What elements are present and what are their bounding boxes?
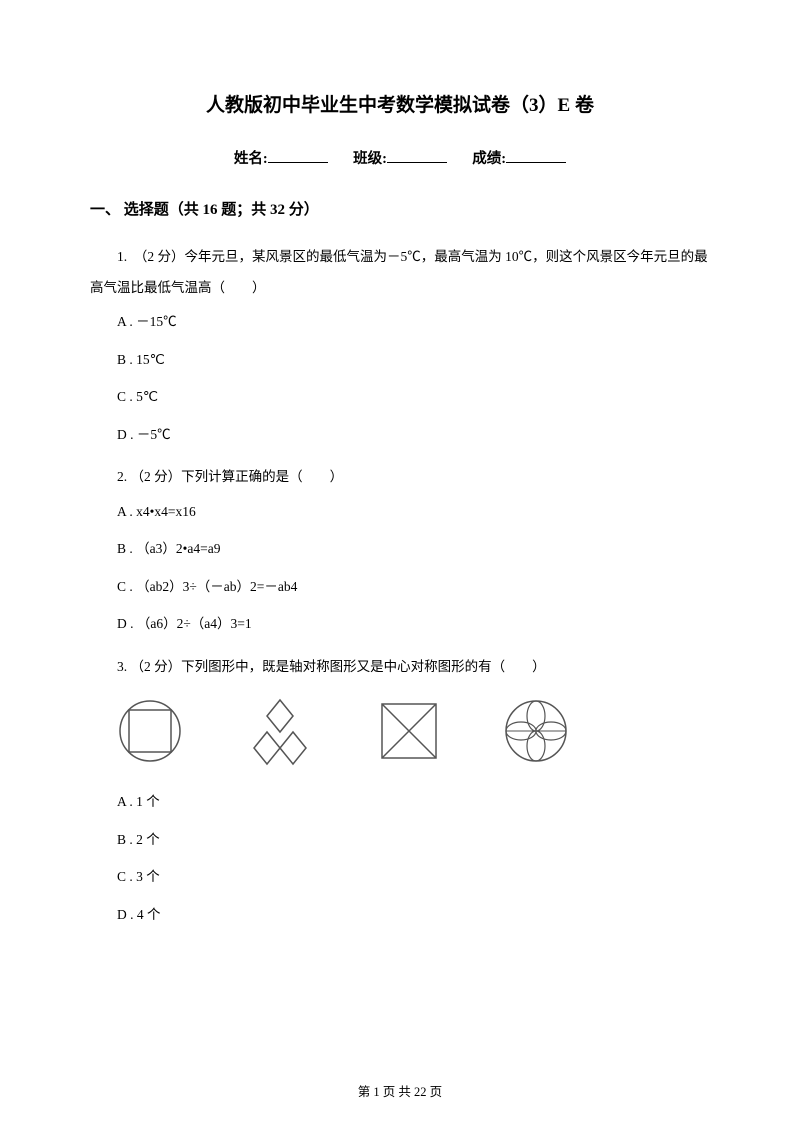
figure-circle-petals xyxy=(502,697,570,770)
q3-option-d: D . 4 个 xyxy=(90,904,710,926)
q2-option-a: A . x4•x4=x16 xyxy=(90,501,710,523)
q1-option-c: C . 5℃ xyxy=(90,386,710,408)
student-info-line: 姓名: 班级: 成绩: xyxy=(90,147,710,168)
q3-stem: 3. （2 分）下列图形中，既是轴对称图形又是中心对称图形的有（ ） xyxy=(90,651,710,682)
q1-stem: 1. （2 分）今年元旦，某风景区的最低气温为－5℃，最高气温为 10℃，则这个… xyxy=(90,241,710,303)
q1-option-a: A . －15℃ xyxy=(90,311,710,333)
figure-three-diamonds xyxy=(244,696,316,771)
class-label: 班级: xyxy=(353,151,387,167)
q1-option-b: B . 15℃ xyxy=(90,349,710,371)
class-blank xyxy=(387,149,447,163)
q3-option-c: C . 3 个 xyxy=(90,866,710,888)
name-label: 姓名: xyxy=(234,151,268,167)
q2-stem: 2. （2 分）下列计算正确的是（ ） xyxy=(90,461,710,492)
section-header: 一、 选择题（共 16 题；共 32 分） xyxy=(90,198,710,219)
name-blank xyxy=(268,149,328,163)
q3-option-a: A . 1 个 xyxy=(90,791,710,813)
q2-option-d: D . （a6）2÷（a4）3=1 xyxy=(90,613,710,635)
page-footer: 第 1 页 共 22 页 xyxy=(0,1081,800,1100)
q3-option-b: B . 2 个 xyxy=(90,829,710,851)
q1-option-d: D . －5℃ xyxy=(90,424,710,446)
q3-figures xyxy=(116,696,710,771)
page-title: 人教版初中毕业生中考数学模拟试卷（3）E 卷 xyxy=(90,90,710,117)
score-blank xyxy=(506,149,566,163)
score-label: 成绩: xyxy=(472,151,506,167)
figure-circle-square xyxy=(116,697,184,770)
q2-option-b: B . （a3）2•a4=a9 xyxy=(90,538,710,560)
q2-option-c: C . （ab2）3÷（－ab）2=－ab4 xyxy=(90,576,710,598)
figure-square-x xyxy=(376,698,442,769)
